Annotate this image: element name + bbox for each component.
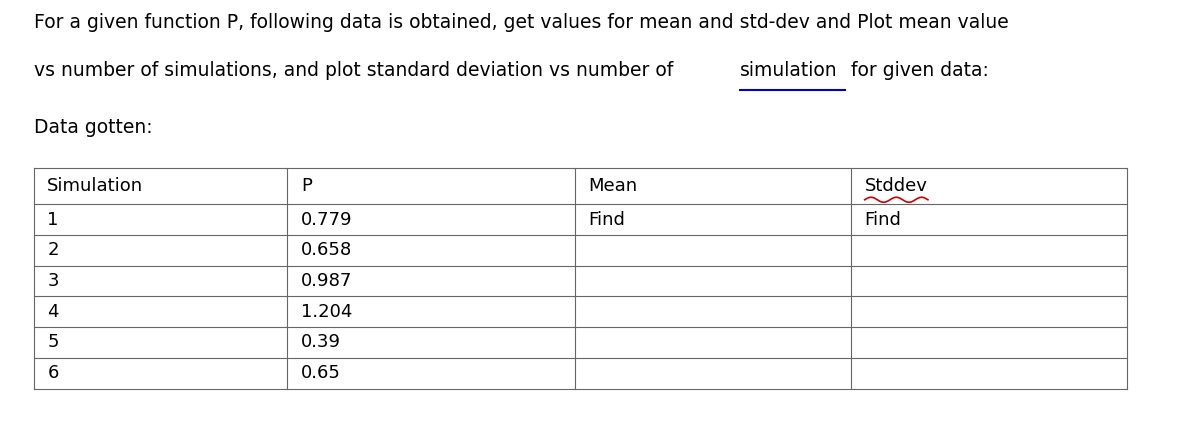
Text: vs number of simulations, and plot standard deviation vs number of: vs number of simulations, and plot stand… — [34, 61, 679, 80]
Text: P: P — [301, 177, 312, 195]
Text: Simulation: Simulation — [47, 177, 144, 195]
Text: 1.204: 1.204 — [301, 303, 353, 321]
Text: Find: Find — [865, 210, 901, 229]
Text: simulation: simulation — [740, 61, 838, 80]
Text: For a given function P, following data is obtained, get values for mean and std-: For a given function P, following data i… — [34, 13, 1008, 32]
Text: for given data:: for given data: — [846, 61, 989, 80]
Text: 6: 6 — [47, 364, 59, 382]
Text: 1: 1 — [47, 210, 59, 229]
Text: Mean: Mean — [588, 177, 637, 195]
Text: Data gotten:: Data gotten: — [34, 118, 152, 137]
Text: 0.779: 0.779 — [301, 210, 353, 229]
Text: 4: 4 — [47, 303, 59, 321]
Text: 0.65: 0.65 — [301, 364, 341, 382]
Text: Find: Find — [588, 210, 625, 229]
Text: 2: 2 — [47, 241, 59, 259]
Text: 5: 5 — [47, 333, 59, 352]
Text: 0.658: 0.658 — [301, 241, 353, 259]
Text: Stddev: Stddev — [865, 177, 928, 195]
Text: 0.987: 0.987 — [301, 272, 353, 290]
Text: 3: 3 — [47, 272, 59, 290]
Text: 0.39: 0.39 — [301, 333, 341, 352]
